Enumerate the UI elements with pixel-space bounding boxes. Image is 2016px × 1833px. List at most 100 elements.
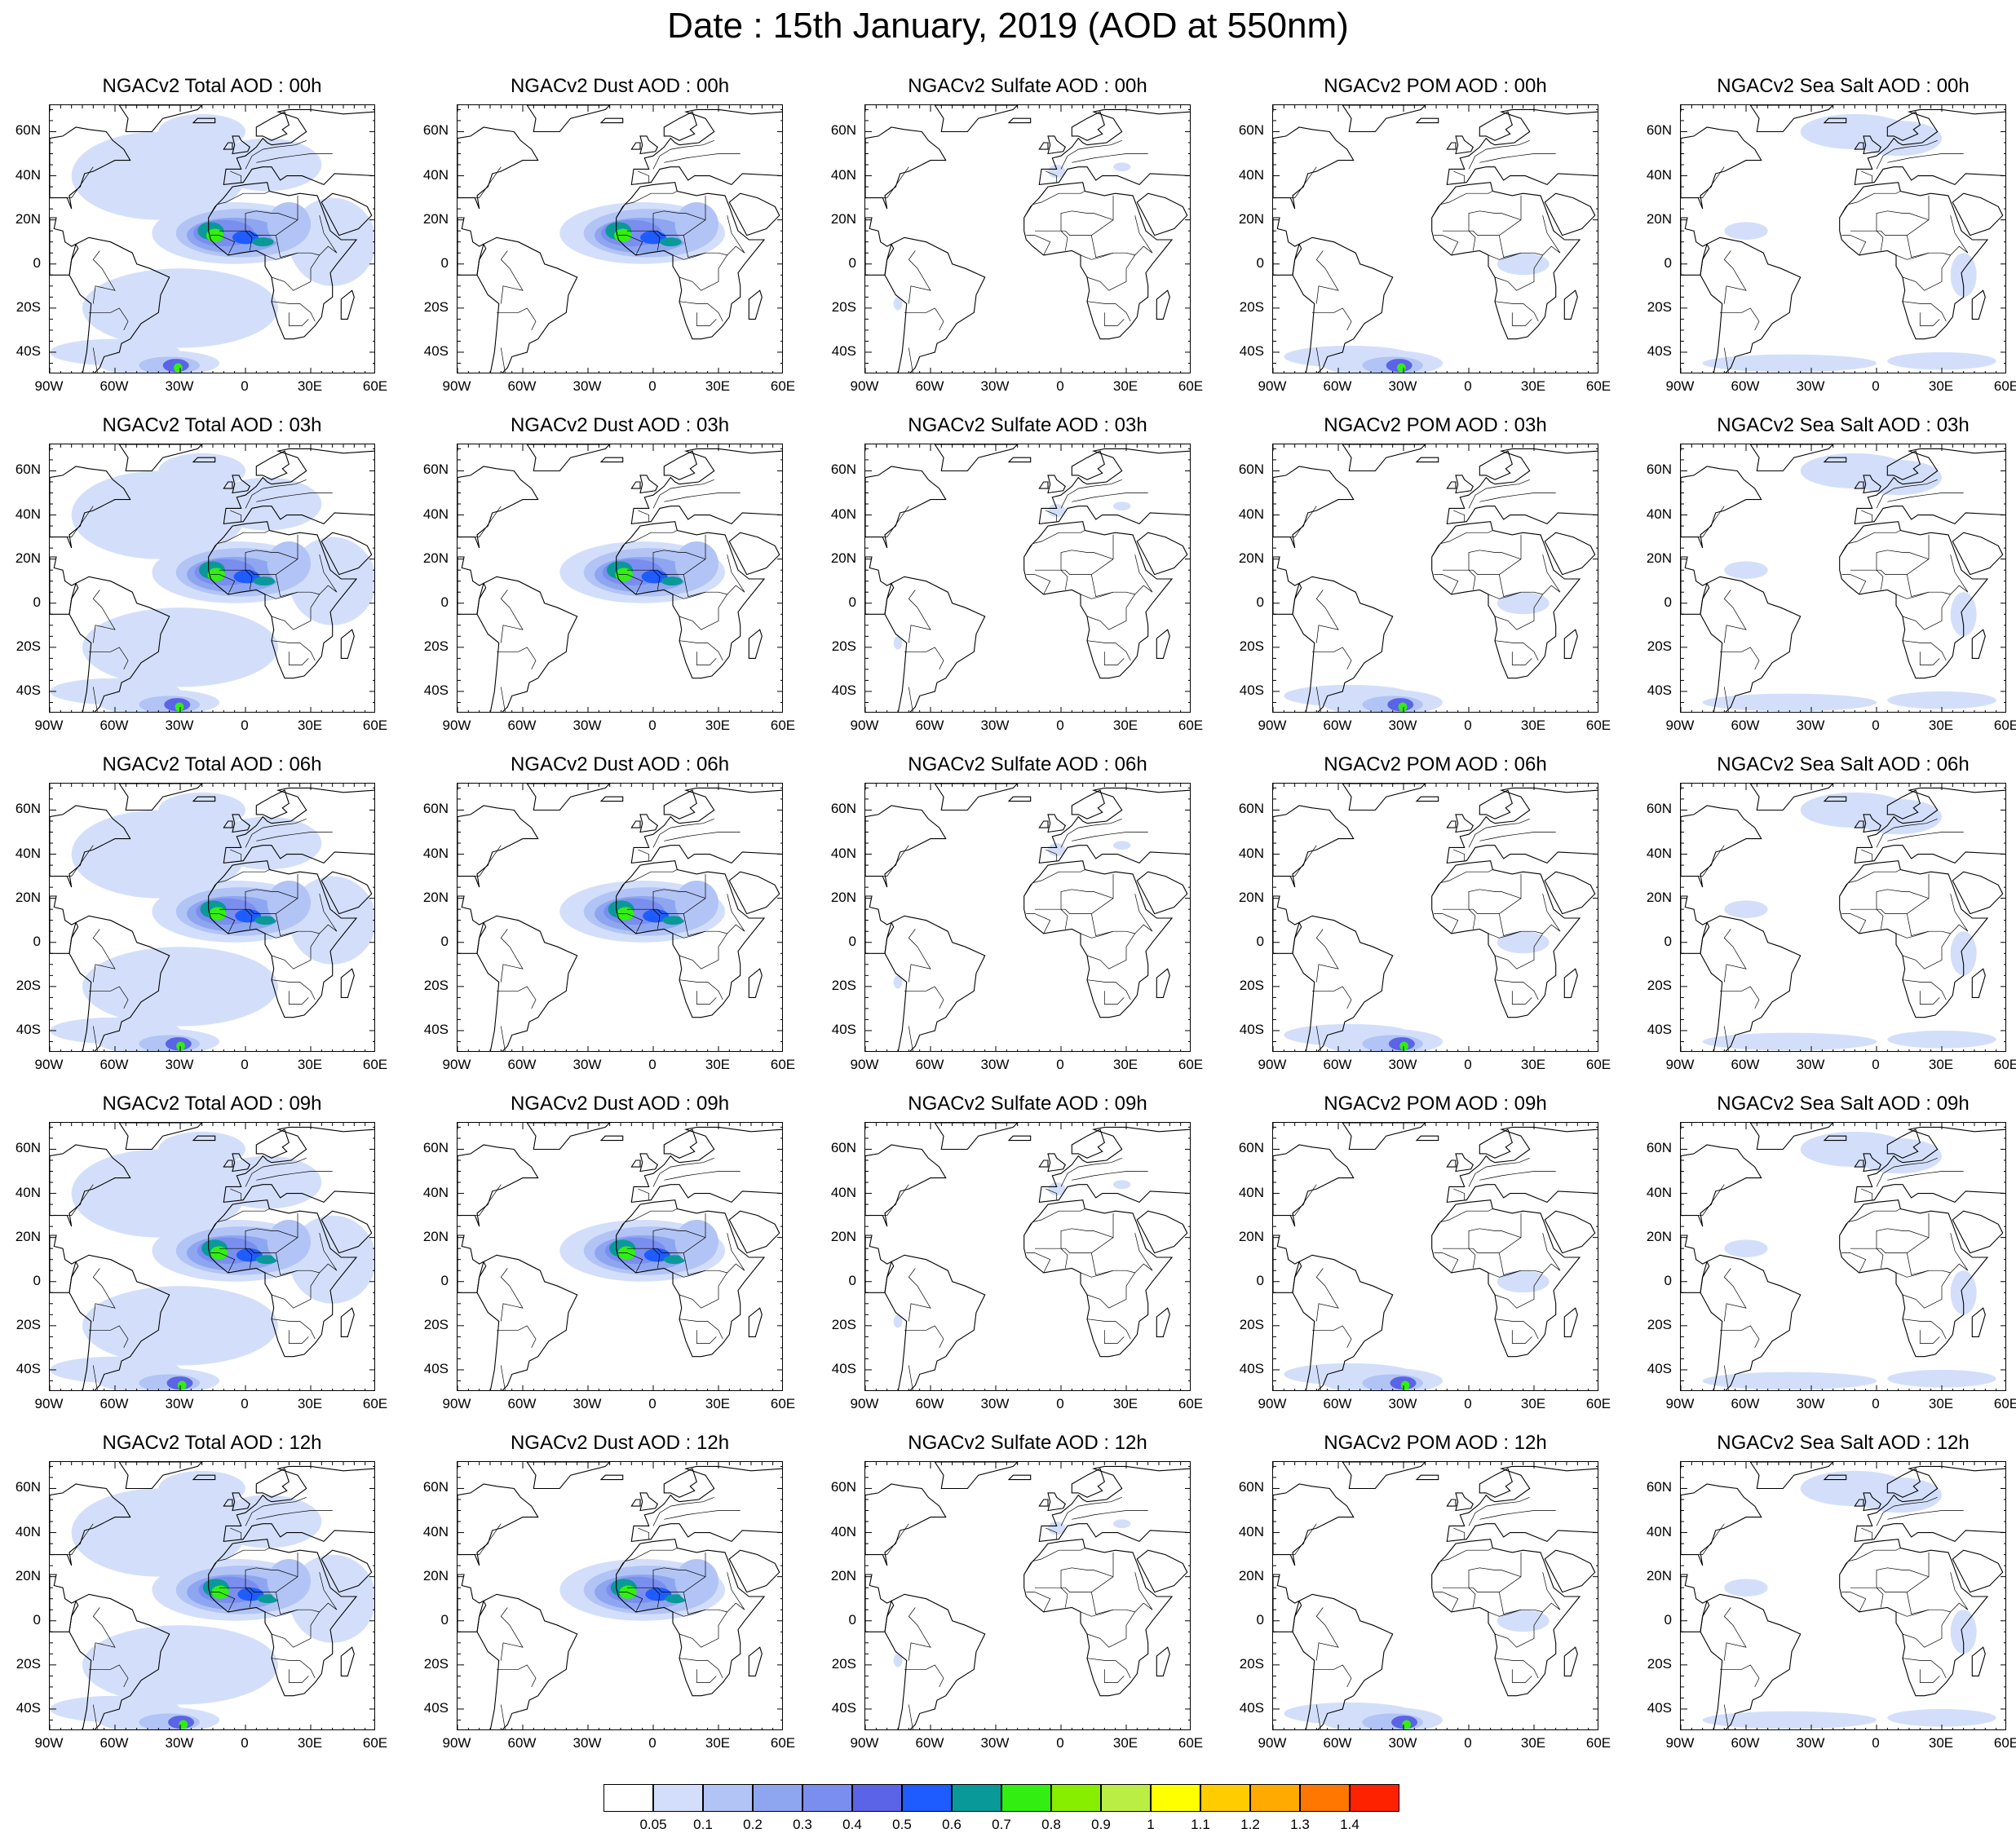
coastline (118, 444, 203, 472)
country-border (271, 1272, 320, 1309)
aod-shading (267, 1559, 312, 1604)
lat-tick-label: 60N (15, 462, 41, 478)
country-border (616, 1208, 678, 1236)
lon-tick-label: 30W (573, 1396, 602, 1411)
panel-title: NGACv2 Sulfate AOD : 03h (908, 414, 1147, 436)
coastline (458, 466, 539, 549)
panel-title: NGACv2 Sea Salt AOD : 00h (1717, 75, 1970, 97)
aod-shading (254, 916, 276, 925)
country-border (1046, 510, 1058, 522)
coastline (340, 1307, 355, 1337)
coastline (1863, 814, 1881, 833)
coastline (476, 1254, 578, 1390)
country-border (1072, 153, 1148, 163)
coastline (1156, 968, 1170, 998)
coastline (1681, 126, 1762, 210)
country-border (1086, 1611, 1135, 1648)
coastline (1431, 182, 1581, 340)
coastline (1971, 1307, 1986, 1337)
coastline (663, 111, 697, 141)
country-border (616, 869, 678, 897)
coastline (1431, 1539, 1581, 1697)
country-border (230, 1527, 242, 1539)
aod-map (50, 105, 374, 373)
lon-tick-label: 30W (980, 1396, 1010, 1411)
coastline (1952, 1549, 2004, 1593)
coastline (1446, 787, 1598, 864)
coastline (1047, 1153, 1066, 1173)
country-border (1906, 1592, 1951, 1615)
aod-shading (893, 1314, 903, 1328)
lat-tick-label: 40S (1647, 1360, 1672, 1376)
aod-shading (1724, 222, 1768, 240)
coastline (1952, 192, 2004, 236)
country-border (652, 139, 714, 170)
country-border (616, 1548, 678, 1575)
coastline (1952, 871, 2004, 915)
country-border (245, 1587, 253, 1608)
coastline (630, 1465, 782, 1543)
aod-shading (1397, 363, 1406, 373)
country-border (1035, 873, 1114, 914)
aod-shading (643, 1248, 670, 1262)
lon-tick-label: 90W (850, 1396, 879, 1411)
lon-tick-label: 0 (1464, 1396, 1472, 1411)
country-border (1060, 908, 1068, 930)
country-border (1090, 235, 1135, 258)
country-border (1950, 1233, 1969, 1274)
coastline (118, 784, 203, 811)
lon-tick-label: 30E (1928, 718, 1954, 733)
lon-tick-label: 90W (1258, 1396, 1287, 1411)
country-border (458, 845, 502, 877)
coastline (255, 1129, 290, 1159)
lon-tick-label: 0 (241, 378, 249, 394)
aod-shading (158, 792, 245, 828)
country-border (1468, 1157, 1530, 1187)
lat-tick-label: 60N (1238, 122, 1264, 139)
lon-tick-label: 30W (165, 1057, 194, 1072)
country-border (1841, 913, 1867, 934)
coastline (1446, 448, 1598, 525)
country-border (1023, 191, 1085, 219)
lat-tick-label: 40S (15, 682, 41, 698)
country-border (1861, 1188, 1873, 1200)
lon-tick-label: 30W (980, 1057, 1010, 1072)
coastline (340, 968, 355, 998)
lat-tick-label: 60N (1238, 801, 1264, 817)
coastline (1854, 142, 1864, 150)
country-border (1876, 818, 1938, 848)
lat-tick-label: 20S (831, 977, 856, 993)
lat-tick-label: 0 (33, 1272, 41, 1288)
colorbar-label: 1.1 (1191, 1817, 1210, 1832)
lat-tick-label: 40S (1239, 1360, 1264, 1376)
aod-shading (674, 202, 718, 247)
lat-tick-label: 40S (831, 1021, 856, 1037)
lat-tick-label: 20N (830, 1228, 856, 1244)
lon-tick-label: 30W (573, 1057, 602, 1072)
country-border (1312, 307, 1352, 331)
coastline (630, 1499, 641, 1507)
lat-tick-label: 20N (15, 1567, 41, 1583)
country-border (271, 979, 316, 1000)
country-border (1023, 1208, 1085, 1236)
country-border (1876, 1248, 1884, 1269)
lon-tick-label: 90W (34, 718, 64, 733)
coastline (458, 895, 487, 954)
coastline (748, 629, 763, 659)
lat-tick-label: 60N (1238, 462, 1264, 478)
country-border (208, 869, 270, 897)
coastline (865, 1144, 947, 1227)
aod-shading (674, 1559, 718, 1604)
coastline (255, 1468, 290, 1498)
coastline (934, 105, 1019, 133)
lon-tick-label: 60E (1993, 718, 2016, 733)
country-border (1431, 1208, 1493, 1236)
country-border (672, 252, 706, 260)
lon-tick-label: 60E (1585, 718, 1611, 733)
lon-tick-label: 0 (241, 1057, 249, 1072)
coastline (1136, 1210, 1188, 1254)
lon-tick-label: 30W (165, 1396, 194, 1411)
country-border (210, 1252, 236, 1274)
lon-tick-label: 30E (705, 1057, 731, 1072)
aod-shading (289, 197, 374, 286)
